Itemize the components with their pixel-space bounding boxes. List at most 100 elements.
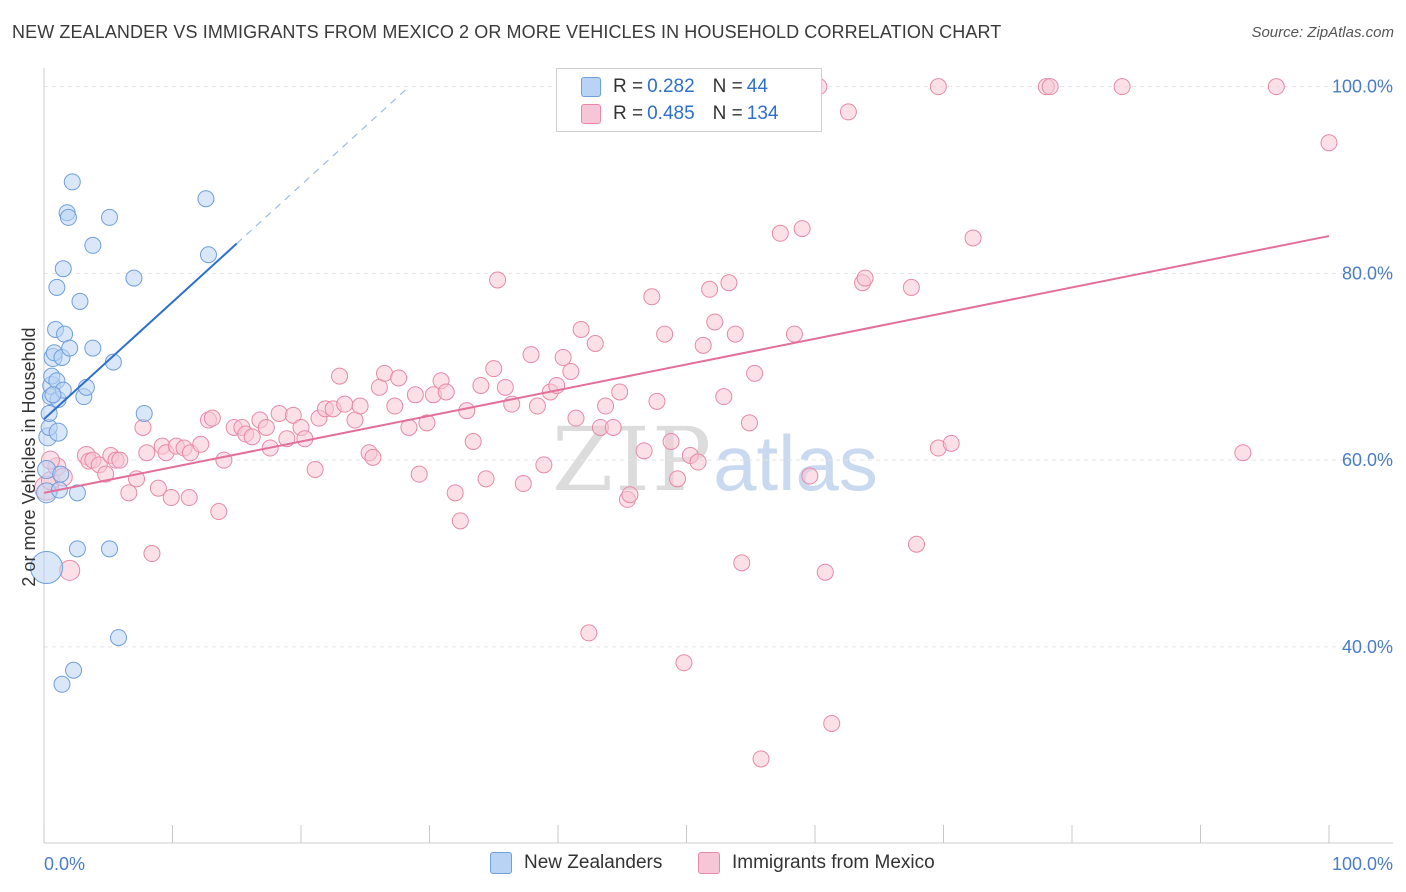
nz-point-32 [84,236,102,254]
mexico-point-116 [823,714,841,732]
mexico-point-17 [143,545,161,563]
stats-legend: R = 0.282 N = 44 R = 0.485 N = 134 [556,68,822,132]
x-tick-label-min: 0.0% [44,854,85,874]
mexico-point-134 [1267,78,1285,96]
legend-item-immigrants-from-mexico[interactable]: Immigrants from Mexico [698,852,935,874]
mexico-point-111 [771,224,789,242]
mexico-point-102 [701,280,719,298]
mexico-point-94 [648,392,666,410]
mexico-point-21 [162,489,180,507]
mexico-point-74 [514,475,532,493]
mexico-point-69 [477,470,495,488]
nz-point-38 [135,404,153,422]
watermark-atlas: atlas [713,419,878,507]
mexico-point-67 [464,432,482,450]
mexico-point-68 [472,376,490,394]
mexico-point-60 [418,414,436,432]
mexico-point-105 [720,274,738,292]
mexico-point-84 [580,624,598,642]
mexico-point-113 [793,220,811,238]
n-label: N = [712,103,743,124]
nz-point-17 [52,465,70,483]
mexico-point-50 [351,397,369,415]
series-immigrants-from-mexico [34,78,1338,768]
nz-point-39 [197,190,215,208]
trend-line-new-zealanders-extension [236,88,407,244]
mexico-point-54 [376,364,394,382]
mexico-point-95 [656,325,674,343]
mexico-point-114 [801,467,819,485]
mexico-point-103 [706,313,724,331]
r-label: R = [613,76,644,97]
mexico-point-135 [1320,134,1338,152]
mexico-point-118 [856,269,874,287]
mexico-point-93 [643,288,661,306]
mexico-point-70 [485,360,503,378]
grid-lines [44,86,1393,648]
trend-line-new-zealanders [43,242,238,420]
mexico-point-81 [562,362,580,380]
nz-point-28 [71,292,89,310]
y-tick-labels: 40.0% 60.0% 80.0% 100.0% [1332,77,1393,657]
mexico-point-29 [210,503,228,521]
nz-point-42 [44,386,62,404]
mexico-point-47 [331,367,349,385]
mexico-point-104 [715,388,733,406]
blue-swatch [490,852,512,874]
mexico-point-43 [306,461,324,479]
mexico-point-119 [902,278,920,296]
mexico-point-98 [675,654,693,672]
n-value: 44 [746,76,768,97]
nz-point-0 [30,551,64,585]
mexico-point-89 [611,383,629,401]
mexico-point-36 [257,418,275,436]
mexico-point-100 [689,453,707,471]
mexico-point-65 [451,512,469,530]
nz-point-34 [101,540,119,558]
nz-point-41 [53,675,71,693]
mexico-point-15 [134,418,152,436]
mexico-point-88 [604,418,622,436]
mexico-point-85 [586,334,604,352]
nz-point-24 [63,173,81,191]
mexico-point-82 [567,409,585,427]
mexico-point-40 [284,406,302,424]
mexico-point-129 [839,103,857,121]
mexico-point-64 [446,484,464,502]
mexico-point-91 [621,486,639,504]
mexico-point-109 [746,364,764,382]
x-ticks [43,825,1330,843]
trend-line-immigrants-from-mexico [43,235,1330,494]
pink-swatch [581,104,601,124]
y-tick-label-100: 100.0% [1332,77,1393,97]
mexico-point-97 [669,470,687,488]
nz-point-25 [65,661,83,679]
series-new-zealanders [30,173,217,693]
trend-lines [43,88,1330,494]
nz-point-36 [110,629,128,647]
mexico-point-55 [386,397,404,415]
r-value: 0.282 [647,76,695,97]
pink-swatch [698,852,720,874]
legend-item-new-zealanders[interactable]: New Zealanders [490,852,662,874]
mexico-point-28 [203,409,221,427]
mexico-point-71 [489,271,507,289]
mexico-point-115 [816,563,834,581]
mexico-point-110 [752,750,770,768]
series-legend: New Zealanders Immigrants from Mexico [0,852,1406,876]
mexico-point-48 [336,395,354,413]
mexico-point-132 [1041,78,1059,96]
mexico-point-77 [535,456,553,474]
mexico-point-96 [662,432,680,450]
nz-point-23 [59,208,77,226]
mexico-point-24 [180,489,198,507]
nz-point-33 [101,208,119,226]
nz-point-12 [48,278,66,296]
y-axis-label: 2 or more Vehicles in Household [19,327,39,586]
r-value: 0.485 [647,103,695,124]
mexico-point-63 [437,383,455,401]
mexico-point-130 [929,78,947,96]
mexico-point-75 [522,346,540,364]
mexico-point-122 [942,434,960,452]
